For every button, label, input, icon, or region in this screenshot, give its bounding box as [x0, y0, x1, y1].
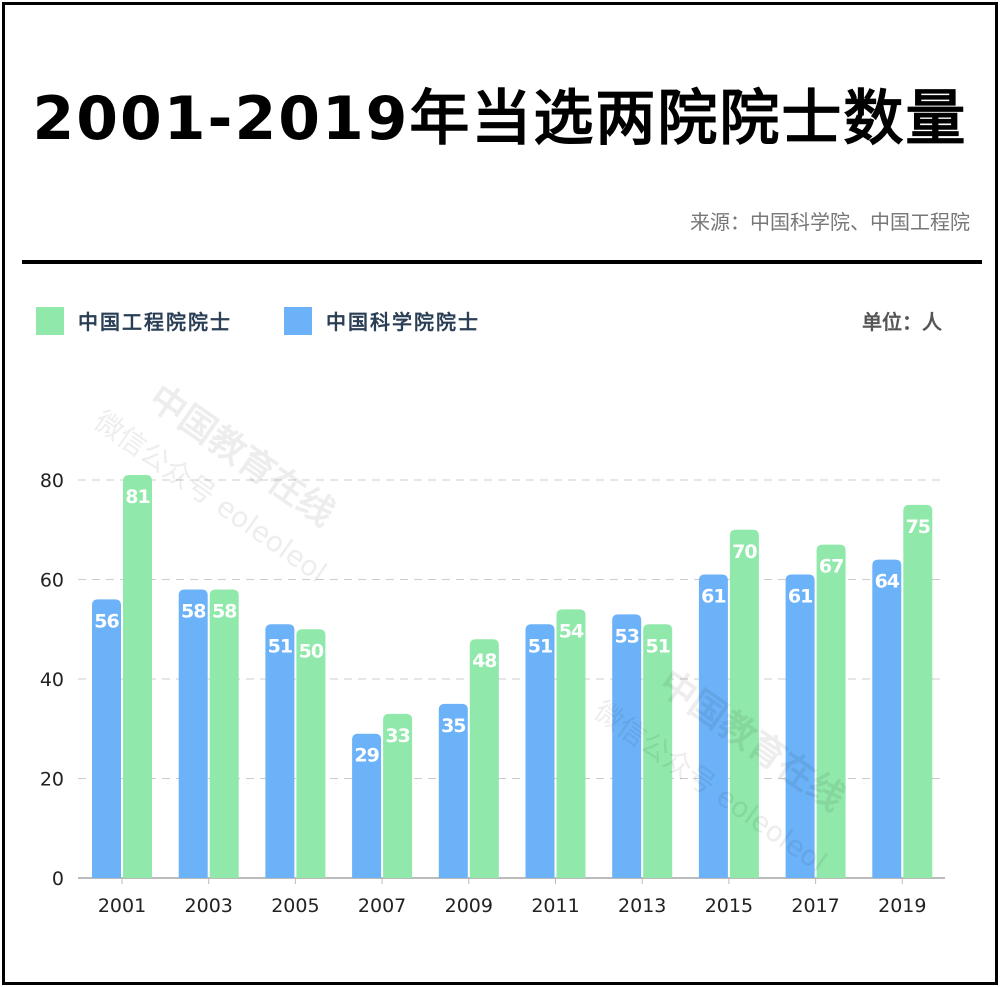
- bar[interactable]: [92, 599, 121, 878]
- bar-value-label: 51: [268, 635, 292, 657]
- bar-value-label: 56: [94, 610, 119, 632]
- legend-item-science[interactable]: 中国科学院院士: [284, 306, 480, 335]
- legend-label: 中国工程院院士: [78, 310, 232, 334]
- x-tick-label: 2003: [185, 895, 233, 917]
- bar-value-label: 70: [732, 541, 757, 563]
- header-divider: [22, 260, 982, 264]
- bar-value-label: 50: [299, 640, 324, 662]
- bar-value-label: 35: [441, 715, 465, 737]
- legend-swatch-blue: [284, 306, 312, 335]
- legend: 中国工程院院士 中国科学院院士: [36, 306, 532, 335]
- bar-value-label: 64: [875, 571, 900, 593]
- bar-value-label: 54: [559, 620, 584, 642]
- bar[interactable]: [352, 733, 382, 878]
- bar[interactable]: [265, 624, 295, 878]
- bar[interactable]: [438, 703, 468, 878]
- bar[interactable]: [872, 559, 902, 878]
- x-tick-label: 2007: [358, 895, 406, 917]
- bar-value-label: 61: [788, 586, 812, 608]
- x-tick-label: 2005: [271, 895, 319, 917]
- bar[interactable]: [209, 589, 239, 878]
- bar[interactable]: [123, 475, 152, 878]
- bar[interactable]: [383, 713, 413, 878]
- source-note: 来源：中国科学院、中国工程院: [690, 210, 970, 234]
- bar-value-label: 51: [528, 635, 552, 657]
- x-tick-label: 2009: [445, 895, 493, 917]
- bar-value-label: 61: [701, 586, 725, 608]
- legend-swatch-green: [36, 306, 64, 335]
- bar[interactable]: [903, 504, 933, 878]
- bar[interactable]: [556, 609, 586, 878]
- legend-item-engineering[interactable]: 中国工程院院士: [36, 306, 232, 335]
- bar-value-label: 33: [385, 725, 409, 747]
- bar-value-label: 51: [645, 635, 669, 657]
- bar-value-label: 58: [212, 600, 237, 622]
- bar[interactable]: [612, 614, 642, 878]
- y-tick-label: 60: [40, 570, 64, 592]
- y-tick-label: 20: [40, 769, 64, 791]
- legend-label: 中国科学院院士: [326, 310, 480, 334]
- x-tick-label: 2013: [618, 895, 666, 917]
- y-tick-label: 0: [52, 868, 64, 890]
- y-tick-label: 40: [40, 669, 64, 691]
- x-tick-label: 2011: [531, 895, 579, 917]
- unit-label: 单位：人: [862, 310, 942, 334]
- x-tick-label: 2001: [98, 895, 146, 917]
- bar[interactable]: [643, 624, 673, 878]
- bar[interactable]: [729, 529, 759, 878]
- bar-value-label: 58: [181, 600, 206, 622]
- bar[interactable]: [698, 574, 728, 878]
- bar-value-label: 81: [125, 486, 149, 508]
- chart-title: 2001-2019年当选两院院士数量: [32, 84, 968, 154]
- bar-value-label: 53: [614, 625, 638, 647]
- x-tick-label: 2015: [705, 895, 753, 917]
- bar[interactable]: [296, 629, 326, 878]
- x-tick-label: 2017: [791, 895, 839, 917]
- bar[interactable]: [816, 544, 846, 878]
- bar-value-label: 29: [354, 745, 378, 767]
- bar-value-label: 75: [906, 516, 930, 538]
- x-tick-label: 2019: [878, 895, 926, 917]
- bar-value-label: 67: [819, 556, 843, 578]
- bar[interactable]: [525, 624, 555, 878]
- bar-value-label: 48: [472, 650, 497, 672]
- bar[interactable]: [178, 589, 208, 878]
- bar[interactable]: [469, 639, 499, 878]
- bar[interactable]: [785, 574, 815, 878]
- y-tick-label: 80: [40, 470, 64, 492]
